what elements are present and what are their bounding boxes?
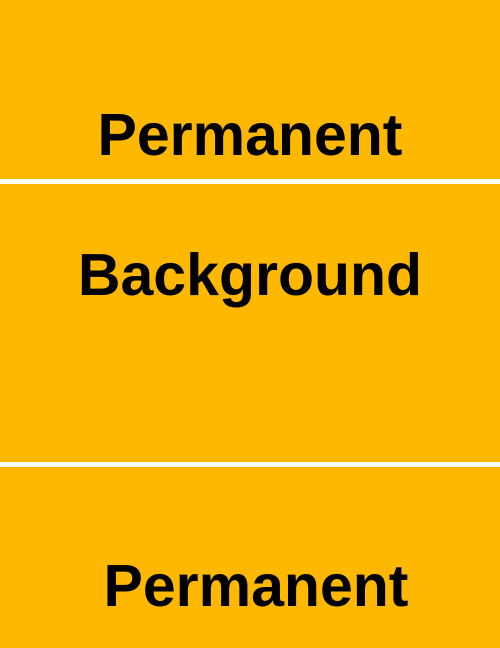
bottom-panel [0,467,500,648]
middle-panel [0,184,500,462]
top-panel [0,0,500,179]
top-label: Permanent Background [0,30,500,380]
bottom-label: Permanent Background [0,481,500,648]
bottom-label-line1: Permanent [103,553,409,619]
top-label-line1: Permanent [97,102,403,168]
top-label-line2: Background [77,242,423,308]
